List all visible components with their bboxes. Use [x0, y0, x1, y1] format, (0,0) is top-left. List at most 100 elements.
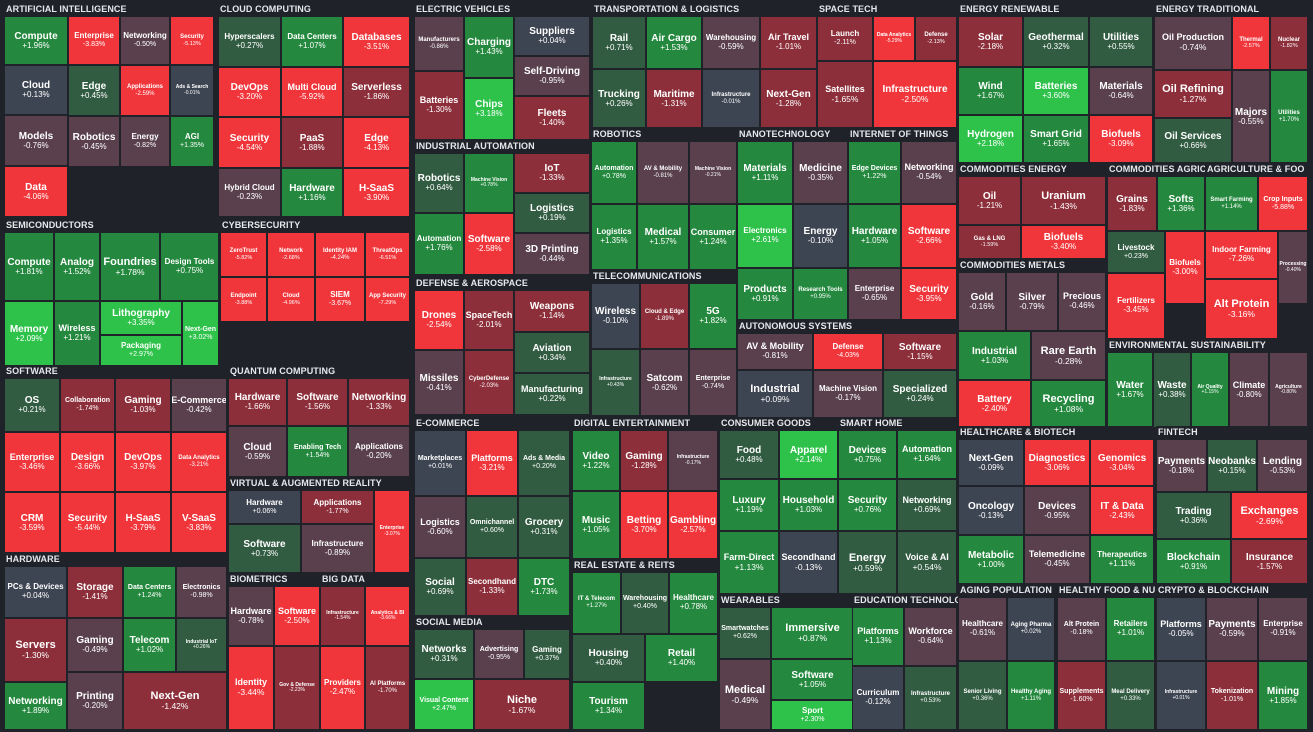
tile-retail[interactable]: Retail +1.40%	[645, 634, 718, 682]
tile-defense[interactable]: Defense -4.03%	[813, 333, 883, 370]
tile-smartwatches[interactable]: Smartwatches +0.62%	[719, 607, 771, 659]
tile-indoor-farming[interactable]: Indoor Farming -7.26%	[1205, 231, 1278, 279]
tile-enterprise[interactable]: Enterprise -0.65%	[848, 268, 901, 320]
tile-design-tools[interactable]: Design Tools +0.75%	[160, 232, 219, 301]
tile-edge[interactable]: Edge -4.13%	[343, 117, 410, 168]
tile-network[interactable]: Network -2.68%	[267, 232, 315, 277]
tile-battery[interactable]: Battery -2.40%	[958, 380, 1031, 428]
tile-healthcare[interactable]: Healthcare -0.61%	[958, 597, 1007, 661]
tile-5g[interactable]: 5G +1.82%	[689, 283, 737, 349]
tile-precious[interactable]: Precious -0.46%	[1058, 272, 1106, 331]
tile-e-commerce[interactable]: E-Commerce -0.42%	[171, 378, 227, 432]
tile-storage[interactable]: Storage -1.41%	[67, 566, 123, 618]
tile-next-gen[interactable]: Next-Gen -0.09%	[958, 439, 1024, 486]
tile-materials[interactable]: Materials +1.11%	[737, 141, 793, 204]
tile-genomics[interactable]: Genomics -3.04%	[1090, 439, 1154, 486]
sector-title[interactable]: QUANTUM COMPUTING	[230, 366, 336, 376]
tile-materials[interactable]: Materials -0.64%	[1089, 67, 1153, 115]
tile-it-and-data[interactable]: IT & Data -2.43%	[1090, 486, 1154, 535]
tile-hardware[interactable]: Hardware +1.16%	[281, 168, 343, 217]
tile-supplements[interactable]: Supplements -1.60%	[1057, 661, 1106, 730]
tile-wireless[interactable]: Wireless -0.10%	[591, 283, 640, 349]
tile-retailers[interactable]: Retailers +1.01%	[1106, 597, 1155, 661]
tile-packaging[interactable]: Packaging +2.97%	[100, 335, 182, 366]
tile-housing[interactable]: Housing +0.40%	[572, 634, 645, 682]
tile-data-centers[interactable]: Data Centers +1.24%	[123, 566, 176, 618]
tile-secondhand[interactable]: Secondhand -1.33%	[466, 558, 518, 616]
tile-data[interactable]: Data -4.06%	[4, 166, 68, 217]
tile-compute[interactable]: Compute +1.81%	[4, 232, 54, 301]
tile-video[interactable]: Video +1.22%	[572, 430, 620, 491]
tile-infrastructure[interactable]: Infrastructure -1.54%	[320, 586, 365, 646]
tile-cloud-and-edge[interactable]: Cloud & Edge -1.89%	[640, 283, 689, 349]
tile-oil[interactable]: Oil -1.21%	[958, 176, 1021, 225]
tile-security[interactable]: Security -3.95%	[901, 268, 957, 320]
tile-security[interactable]: Security +0.76%	[838, 479, 897, 531]
sector-title[interactable]: DIGITAL ENTERTAINMENT	[574, 418, 691, 428]
tile-meal-delivery[interactable]: Meal Delivery +0.33%	[1106, 661, 1155, 730]
tile-oil-services[interactable]: Oil Services +0.66%	[1154, 118, 1232, 163]
tile-software[interactable]: Software +0.73%	[228, 524, 301, 573]
tile-gaming[interactable]: Gaming +0.37%	[524, 629, 570, 679]
sector-title[interactable]: NANOTECHNOLOGY	[739, 129, 831, 139]
tile-applications[interactable]: Applications -2.59%	[120, 65, 170, 116]
sector-title[interactable]: ENERGY TRADITIONAL	[1156, 4, 1260, 14]
tile-weapons[interactable]: Weapons -1.14%	[514, 290, 590, 332]
sector-title[interactable]: INTERNET OF THINGS	[850, 129, 949, 139]
tile-gold[interactable]: Gold -0.16%	[958, 272, 1006, 331]
tile-zerotrust[interactable]: ZeroTrust -5.82%	[220, 232, 267, 277]
tile-infrastructure[interactable]: Infrastructure +0.53%	[904, 666, 957, 730]
tile-batteries[interactable]: Batteries -1.30%	[414, 71, 464, 140]
tile-telecom[interactable]: Telecom +1.02%	[123, 618, 176, 672]
tile-utilities[interactable]: Utilities +1.70%	[1270, 70, 1308, 163]
tile-enterprise[interactable]: Enterprise -0.74%	[689, 349, 737, 416]
tile-satellites[interactable]: Satellites -1.65%	[817, 61, 873, 128]
tile-machine-vision[interactable]: Machine Vision +0.78%	[464, 153, 514, 213]
tile-infrastructure[interactable]: Infrastructure -2.50%	[873, 61, 957, 128]
tile-data-centers[interactable]: Data Centers +1.07%	[281, 16, 343, 67]
tile-next-gen[interactable]: Next-Gen +3.02%	[182, 301, 219, 366]
tile-therapeutics[interactable]: Therapeutics +1.11%	[1090, 535, 1154, 584]
tile-oil-production[interactable]: Oil Production -0.74%	[1154, 16, 1232, 70]
tile-omnichannel[interactable]: Omnichannel +0.60%	[466, 496, 518, 558]
sector-title[interactable]: HEALTHY FOOD & NU	[1059, 585, 1156, 595]
tile-majors[interactable]: Majors -0.55%	[1232, 70, 1270, 163]
tile-tourism[interactable]: Tourism +1.34%	[572, 682, 645, 730]
tile-secondhand[interactable]: Secondhand -0.13%	[779, 531, 838, 594]
tile-agi[interactable]: AGI +1.35%	[170, 116, 214, 167]
sector-title[interactable]: ENVIRONMENTAL SUSTAINABILITY	[1109, 340, 1266, 350]
tile-senior-living[interactable]: Senior Living +0.36%	[958, 661, 1007, 730]
tile-infrastructure[interactable]: Infrastructure -0.89%	[301, 524, 374, 573]
tile-waste[interactable]: Waste +0.38%	[1153, 352, 1191, 428]
tile-hardware[interactable]: Hardware -0.78%	[228, 586, 274, 646]
sector-title[interactable]: VIRTUAL & AUGMENTED REALITY	[230, 478, 382, 488]
tile-healthy-aging[interactable]: Healthy Aging +1.11%	[1007, 661, 1055, 730]
tile-gas-and-lng[interactable]: Gas & LNG -1.59%	[958, 225, 1021, 259]
tile-machine-vision[interactable]: Machine Vision -0.17%	[813, 370, 883, 418]
tile-batteries[interactable]: Batteries +3.60%	[1023, 67, 1089, 115]
tile-gov-and-defense[interactable]: Gov & Defense -2.23%	[274, 646, 320, 730]
sector-title[interactable]: BIG DATA	[322, 574, 365, 584]
tile-energy[interactable]: Energy -0.10%	[793, 204, 848, 268]
tile-livestock[interactable]: Livestock +0.23%	[1107, 231, 1165, 273]
tile-energy[interactable]: Energy +0.59%	[838, 531, 897, 594]
tile-infrastructure[interactable]: Infrastructure +0.43%	[591, 349, 640, 416]
tile-infrastructure[interactable]: Infrastructure -0.17%	[668, 430, 718, 491]
sector-title[interactable]: AGING POPULATION	[960, 585, 1052, 595]
sector-title[interactable]: TRANSPORTATION & LOGISTICS	[594, 4, 740, 14]
tile-tokenization[interactable]: Tokenization -1.01%	[1206, 661, 1258, 730]
tile-data-analytics[interactable]: Data Analytics -3.21%	[171, 432, 227, 492]
tile-analog[interactable]: Analog +1.52%	[54, 232, 100, 301]
tile-thermal[interactable]: Thermal -2.57%	[1232, 16, 1270, 70]
tile-alt-protein[interactable]: Alt Protein -0.18%	[1057, 597, 1106, 661]
tile-launch[interactable]: Launch -2.11%	[817, 16, 873, 61]
tile-grains[interactable]: Grains -1.83%	[1107, 176, 1157, 231]
tile-ai-platforms[interactable]: AI Platforms -1.70%	[365, 646, 410, 730]
tile-exchanges[interactable]: Exchanges -2.69%	[1231, 492, 1308, 539]
tile-apparel[interactable]: Apparel +2.14%	[779, 430, 838, 479]
tile-serverless[interactable]: Serverless -1.86%	[343, 67, 410, 117]
tile-software[interactable]: Software +1.05%	[771, 659, 854, 700]
tile-industrial[interactable]: Industrial +0.09%	[737, 370, 813, 418]
tile-hydrogen[interactable]: Hydrogen +2.18%	[958, 115, 1023, 163]
tile-geothermal[interactable]: Geothermal +0.32%	[1023, 16, 1089, 67]
